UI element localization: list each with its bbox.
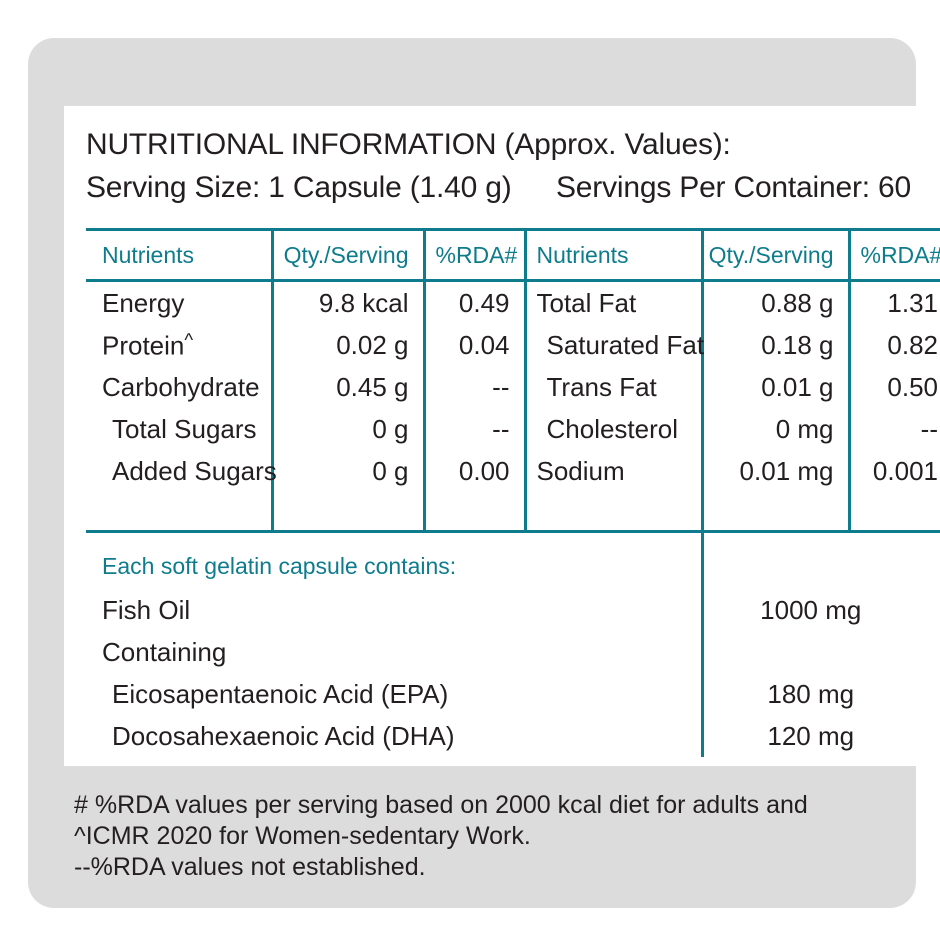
- capsule-ingredient-value: 1000 mg: [700, 589, 940, 631]
- nutrient-name-right: Sodium: [523, 450, 702, 492]
- table-row: Added Sugars 0 g 0.00 Sodium 0.01 mg 0.0…: [86, 450, 940, 492]
- nutrient-name-left: Added Sugars: [112, 455, 277, 486]
- nutrient-rda-left: 0.00: [422, 450, 525, 492]
- capsule-heading-row: Each soft gelatin capsule contains:: [86, 531, 940, 589]
- col-header-nutrients-right: Nutrients: [523, 229, 702, 282]
- capsule-heading: Each soft gelatin capsule contains:: [102, 552, 457, 579]
- nutrients-table-body: Energy 9.8 kcal 0.49 Total Fat 0.88 g 1.…: [86, 280, 940, 530]
- nutrient-qty-left: 0.02 g: [270, 324, 424, 366]
- nutrient-name-left: Energy: [102, 287, 185, 318]
- nutrient-name-left: Total Sugars: [112, 413, 257, 444]
- footnotes-block: # %RDA values per serving based on 2000 …: [74, 790, 904, 883]
- nutrient-name-right: Trans Fat: [523, 366, 702, 408]
- table-row: Protein^ 0.02 g 0.04 Saturated Fat 0.18 …: [86, 324, 940, 366]
- table-row: Energy 9.8 kcal 0.49 Total Fat 0.88 g 1.…: [86, 280, 940, 324]
- nutrient-name-right: Saturated Fat: [523, 324, 704, 366]
- nutrient-rda-left: --: [422, 366, 525, 408]
- servings-per-container-text: Servings Per Container: 60: [556, 171, 911, 204]
- nutrient-name-left: Protein^: [86, 324, 272, 366]
- nutrient-name-right: Cholesterol: [523, 408, 702, 450]
- nutrient-rda-right: 0.001: [847, 450, 940, 492]
- capsule-row: Docosahexaenoic Acid (DHA) 120 mg: [86, 715, 940, 757]
- table-row: Total Sugars 0 g -- Cholesterol 0 mg --: [86, 408, 940, 450]
- spacer-cell: [270, 492, 424, 530]
- nutrient-rda-right: 1.31: [847, 280, 940, 324]
- protein-footnote-marker: ^: [184, 328, 194, 350]
- nutrient-name-right: Total Fat: [523, 280, 702, 324]
- footnote-rda: # %RDA values per serving based on 2000 …: [74, 791, 808, 819]
- serving-info-row: Serving Size: 1 Capsule (1.40 g) Serving…: [86, 166, 922, 210]
- capsule-row: Containing: [86, 631, 940, 673]
- nutrient-qty-left: 0 g: [270, 450, 424, 492]
- capsule-table-body: Each soft gelatin capsule contains: Fish…: [86, 531, 940, 757]
- label-panel: NUTRITIONAL INFORMATION (Approx. Values)…: [28, 38, 940, 908]
- page-title: NUTRITIONAL INFORMATION (Approx. Values)…: [86, 128, 731, 161]
- col-header-qty-right: Qty./Serving: [700, 229, 849, 282]
- footnote-not-established: --%RDA values not established.: [74, 853, 426, 881]
- nutrient-rda-left: --: [422, 408, 525, 450]
- capsule-ingredient-value: 120 mg: [700, 715, 940, 757]
- capsule-row: Fish Oil 1000 mg: [86, 589, 940, 631]
- nutrient-name-left: Carbohydrate: [102, 371, 260, 402]
- table-spacer-row: [86, 492, 940, 530]
- nutrient-rda-left: 0.04: [422, 324, 525, 366]
- spacer-cell: [523, 492, 702, 530]
- spacer-cell: [422, 492, 525, 530]
- footnote-icmr: ^ICMR 2020 for Women-sedentary Work.: [74, 822, 531, 850]
- capsule-ingredient-value: [700, 631, 940, 673]
- capsule-ingredient-name: Containing: [102, 636, 227, 667]
- card-content: NUTRITIONAL INFORMATION (Approx. Values)…: [86, 124, 940, 757]
- capsule-ingredients-table: Each soft gelatin capsule contains: Fish…: [86, 530, 940, 757]
- nutrient-qty-left: 0 g: [270, 408, 424, 450]
- table-header-row: Nutrients Qty./Serving %RDA# Nutrients Q…: [86, 229, 940, 282]
- nutrient-label-protein: Protein: [102, 330, 185, 361]
- table-row: Carbohydrate 0.45 g -- Trans Fat 0.01 g …: [86, 366, 940, 408]
- nutrient-rda-right: --: [847, 408, 940, 450]
- nutrient-rda-left: 0.49: [422, 280, 525, 324]
- nutrient-rda-right: 0.50: [847, 366, 940, 408]
- capsule-ingredient-value: 180 mg: [700, 673, 940, 715]
- spacer-cell: [847, 492, 940, 530]
- capsule-ingredient-name: Fish Oil: [102, 594, 191, 625]
- col-header-rda-left: %RDA#: [422, 229, 525, 282]
- nutrient-qty-left: 0.45 g: [270, 366, 424, 408]
- nutrient-rda-right: 0.82: [847, 324, 940, 366]
- capsule-ingredient-name: Eicosapentaenoic Acid (EPA): [112, 678, 449, 709]
- col-header-qty-left: Qty./Serving: [270, 229, 424, 282]
- capsule-ingredient-name: Docosahexaenoic Acid (DHA): [112, 720, 455, 751]
- col-header-nutrients-left: Nutrients: [86, 229, 272, 282]
- nutrient-qty-left: 9.8 kcal: [270, 280, 424, 324]
- nutrition-facts-card: NUTRITIONAL INFORMATION (Approx. Values)…: [64, 106, 940, 766]
- capsule-row: Eicosapentaenoic Acid (EPA) 180 mg: [86, 673, 940, 715]
- nutrient-qty-right: 0.18 g: [700, 324, 849, 366]
- nutrient-qty-right: 0.01 mg: [700, 450, 849, 492]
- capsule-heading-value: [700, 531, 940, 589]
- nutrient-qty-right: 0.88 g: [700, 280, 849, 324]
- spacer-cell: [86, 492, 272, 530]
- nutrient-qty-right: 0 mg: [700, 408, 849, 450]
- spacer-cell: [700, 492, 849, 530]
- serving-size-text: Serving Size: 1 Capsule (1.40 g): [86, 171, 512, 204]
- nutrients-table: Nutrients Qty./Serving %RDA# Nutrients Q…: [86, 228, 940, 530]
- nutrient-qty-right: 0.01 g: [700, 366, 849, 408]
- nutrients-table-header: Nutrients Qty./Serving %RDA# Nutrients Q…: [86, 229, 940, 282]
- col-header-rda-right: %RDA#: [847, 229, 940, 282]
